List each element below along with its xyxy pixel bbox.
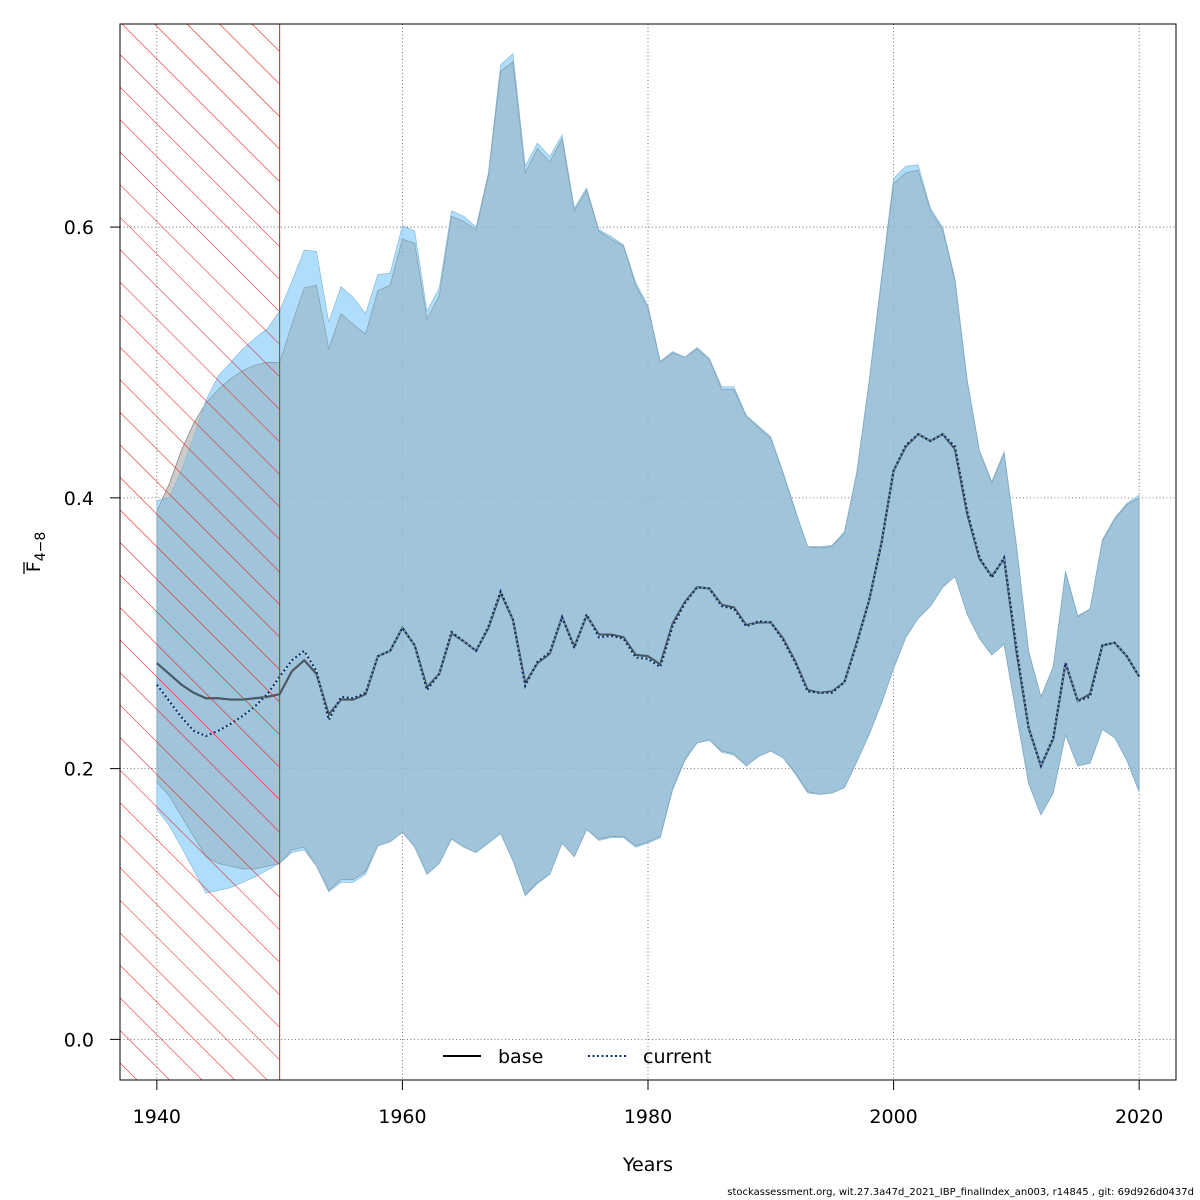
x-axis-title: Years <box>622 1154 673 1176</box>
x-tick-label: 2020 <box>1115 1106 1163 1128</box>
x-axis: 1940 1960 1980 2000 2020 <box>133 1080 1163 1128</box>
y-axis-title: F4−8 <box>23 532 49 572</box>
x-tick-label: 1940 <box>133 1106 181 1128</box>
y-axis-title-sub: 4−8 <box>33 532 49 562</box>
y-tick-label: 0.0 <box>64 1029 94 1051</box>
legend-base-label: base <box>498 1046 543 1068</box>
x-tick-label: 1960 <box>378 1106 426 1128</box>
y-tick-label: 0.4 <box>64 488 94 510</box>
x-tick-label: 1980 <box>624 1106 672 1128</box>
y-axis: 0.0 0.2 0.4 0.6 <box>64 217 120 1051</box>
series-lines <box>156 432 1141 769</box>
y-tick-label: 0.6 <box>64 217 94 239</box>
current-line <box>156 432 1141 769</box>
legend-current-label: current <box>643 1046 712 1068</box>
legend: base current <box>443 1046 712 1068</box>
shaded-region <box>119 23 281 1081</box>
shaded-region-hatch <box>120 24 280 1080</box>
y-axis-title-main: F <box>23 561 45 572</box>
y-tick-label: 0.2 <box>64 759 94 781</box>
footer-text: stockassessment.org, wit.27.3a47d_2021_I… <box>727 1187 1194 1198</box>
confidence-bands <box>156 53 1140 897</box>
current-band-overlay <box>156 53 1140 897</box>
x-tick-label: 2000 <box>869 1106 917 1128</box>
